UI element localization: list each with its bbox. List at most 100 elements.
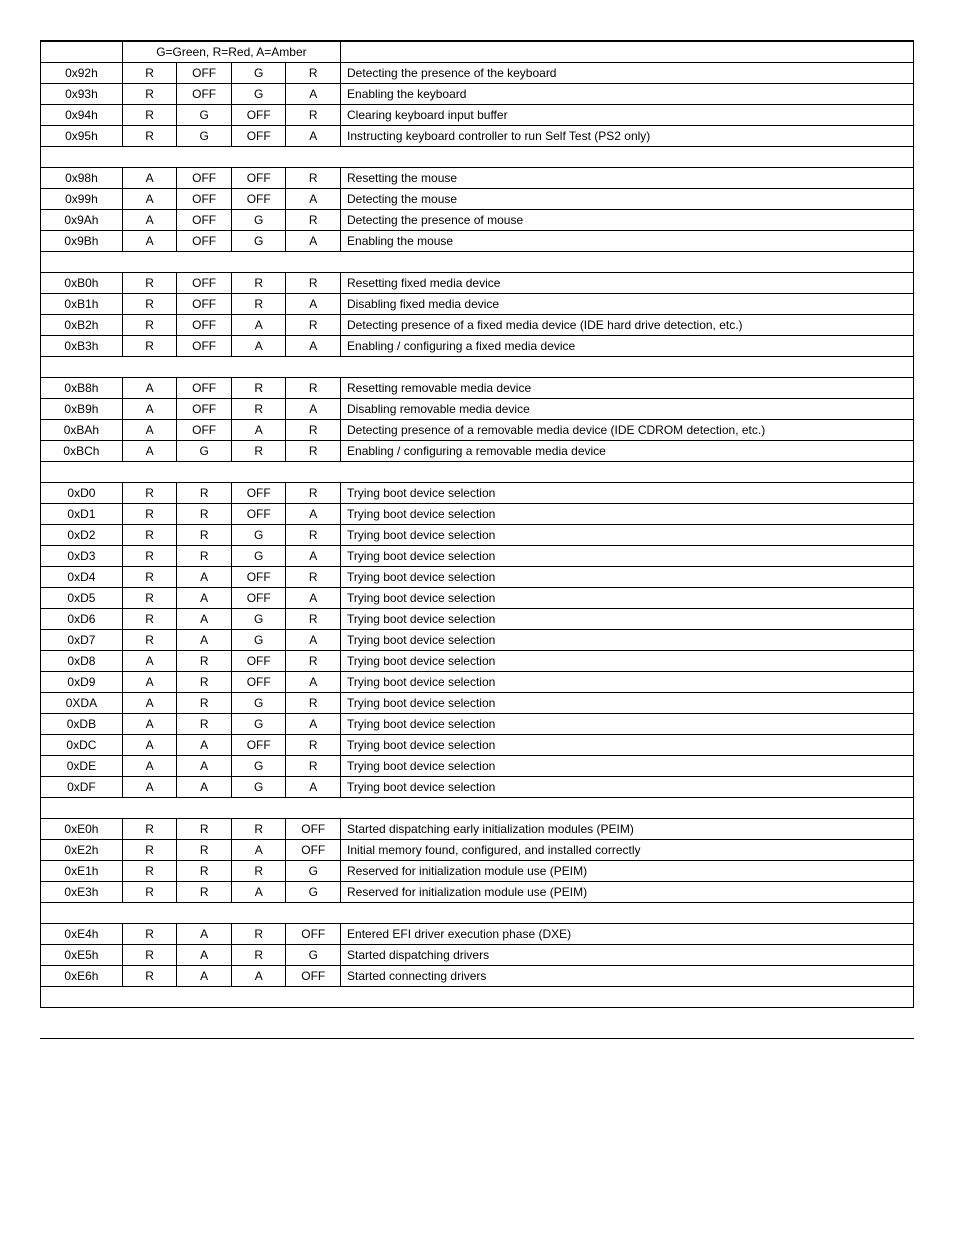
code-cell: 0x99h [41,189,123,210]
table-row [41,147,914,168]
table-row: 0xE0hRRROFFStarted dispatching early ini… [41,819,914,840]
led3-cell: OFF [231,168,286,189]
led4-cell: OFF [286,966,341,987]
led1-cell: R [122,504,177,525]
table-row: 0x95hRGOFFAInstructing keyboard controll… [41,126,914,147]
led1-cell: R [122,273,177,294]
led4-cell: A [286,546,341,567]
led2-cell: R [177,693,232,714]
code-cell: 0xD7 [41,630,123,651]
table-row: 0xB0hROFFRRResetting fixed media device [41,273,914,294]
table-row: 0xD8AROFFRTrying boot device selection [41,651,914,672]
led1-cell: A [122,777,177,798]
led4-cell: A [286,399,341,420]
code-cell: 0xD9 [41,672,123,693]
led1-cell: A [122,756,177,777]
table-row: 0x93hROFFGAEnabling the keyboard [41,84,914,105]
led2-cell: G [177,105,232,126]
led1-cell: A [122,693,177,714]
code-cell: 0x98h [41,168,123,189]
led1-cell: A [122,672,177,693]
code-cell: 0xB8h [41,378,123,399]
desc-cell: Initial memory found, configured, and in… [341,840,914,861]
section-spacer [41,462,914,483]
desc-cell: Started connecting drivers [341,966,914,987]
led3-cell: A [231,840,286,861]
led1-cell: R [122,105,177,126]
code-cell: 0xD2 [41,525,123,546]
led2-cell: A [177,735,232,756]
led2-cell: OFF [177,294,232,315]
led3-cell: OFF [231,105,286,126]
led2-cell: OFF [177,189,232,210]
code-cell: 0xD0 [41,483,123,504]
led1-cell: A [122,420,177,441]
led3-cell: R [231,273,286,294]
desc-cell: Trying boot device selection [341,609,914,630]
table-row: 0x92hROFFGRDetecting the presence of the… [41,63,914,84]
desc-cell: Trying boot device selection [341,588,914,609]
desc-cell: Trying boot device selection [341,630,914,651]
desc-cell: Enabling / configuring a removable media… [341,441,914,462]
code-cell: 0xB2h [41,315,123,336]
led4-cell: R [286,420,341,441]
led1-cell: A [122,399,177,420]
led3-cell: G [231,210,286,231]
led1-cell: R [122,63,177,84]
led3-cell: R [231,378,286,399]
code-cell: 0xD5 [41,588,123,609]
led1-cell: A [122,210,177,231]
table-row: 0xB9hAOFFRADisabling removable media dev… [41,399,914,420]
code-cell: 0xE2h [41,840,123,861]
led3-cell: OFF [231,567,286,588]
led2-cell: A [177,609,232,630]
led3-cell: A [231,336,286,357]
led3-cell: A [231,420,286,441]
led4-cell: A [286,126,341,147]
led4-cell: A [286,504,341,525]
table-row: 0x9AhAOFFGRDetecting the presence of mou… [41,210,914,231]
led2-cell: OFF [177,273,232,294]
led2-cell: R [177,504,232,525]
led1-cell: R [122,483,177,504]
led3-cell: OFF [231,588,286,609]
led3-cell: G [231,84,286,105]
table-row: 0xB8hAOFFRRResetting removable media dev… [41,378,914,399]
led4-cell: R [286,651,341,672]
desc-cell: Entered EFI driver execution phase (DXE) [341,924,914,945]
desc-cell: Resetting the mouse [341,168,914,189]
desc-cell: Enabling the keyboard [341,84,914,105]
table-row: 0xE6hRAAOFFStarted connecting drivers [41,966,914,987]
led3-cell: R [231,819,286,840]
led3-cell: OFF [231,735,286,756]
led1-cell: R [122,588,177,609]
led4-cell: A [286,84,341,105]
table-row [41,357,914,378]
diagnostic-codes-table: G=Green, R=Red, A=Amber 0x92hROFFGRDetec… [40,40,914,1008]
led2-cell: OFF [177,210,232,231]
led1-cell: R [122,567,177,588]
table-row: 0xE4hRAROFFEntered EFI driver execution … [41,924,914,945]
led4-cell: A [286,231,341,252]
led4-cell: R [286,105,341,126]
desc-cell: Trying boot device selection [341,756,914,777]
led4-cell: OFF [286,840,341,861]
table-row [41,987,914,1008]
led1-cell: R [122,882,177,903]
code-cell: 0xBCh [41,441,123,462]
table-row: 0xD7RAGATrying boot device selection [41,630,914,651]
code-cell: 0xD3 [41,546,123,567]
table-row [41,903,914,924]
led3-cell: A [231,882,286,903]
led1-cell: A [122,714,177,735]
code-cell: 0x9Ah [41,210,123,231]
table-row: 0x99hAOFFOFFADetecting the mouse [41,189,914,210]
led1-cell: R [122,945,177,966]
code-cell: 0x93h [41,84,123,105]
led1-cell: A [122,168,177,189]
desc-cell: Detecting presence of a fixed media devi… [341,315,914,336]
led1-cell: A [122,735,177,756]
led2-cell: OFF [177,336,232,357]
led3-cell: G [231,630,286,651]
led3-cell: A [231,966,286,987]
